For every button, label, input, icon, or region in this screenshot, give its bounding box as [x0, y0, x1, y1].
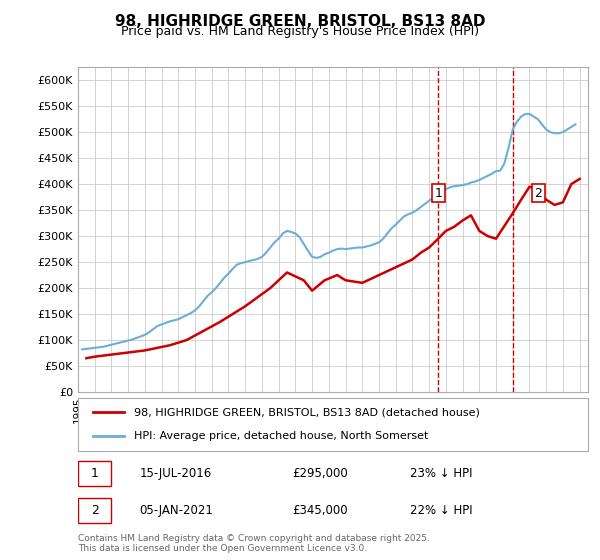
Text: 23% ↓ HPI: 23% ↓ HPI [409, 467, 472, 480]
Text: Contains HM Land Registry data © Crown copyright and database right 2025.
This d: Contains HM Land Registry data © Crown c… [78, 534, 430, 553]
Text: 05-JAN-2021: 05-JAN-2021 [139, 504, 213, 517]
Text: £345,000: £345,000 [292, 504, 348, 517]
Text: 98, HIGHRIDGE GREEN, BRISTOL, BS13 8AD (detached house): 98, HIGHRIDGE GREEN, BRISTOL, BS13 8AD (… [134, 408, 480, 418]
FancyBboxPatch shape [78, 498, 111, 523]
Text: 22% ↓ HPI: 22% ↓ HPI [409, 504, 472, 517]
Text: 98, HIGHRIDGE GREEN, BRISTOL, BS13 8AD: 98, HIGHRIDGE GREEN, BRISTOL, BS13 8AD [115, 14, 485, 29]
Text: 1: 1 [91, 467, 99, 480]
Text: Price paid vs. HM Land Registry's House Price Index (HPI): Price paid vs. HM Land Registry's House … [121, 25, 479, 38]
Text: 2: 2 [91, 504, 99, 517]
Text: HPI: Average price, detached house, North Somerset: HPI: Average price, detached house, Nort… [134, 431, 428, 441]
Text: 2: 2 [534, 187, 542, 200]
FancyBboxPatch shape [78, 461, 111, 486]
FancyBboxPatch shape [78, 398, 588, 451]
Text: 1: 1 [434, 187, 442, 200]
Text: 15-JUL-2016: 15-JUL-2016 [139, 467, 211, 480]
Text: £295,000: £295,000 [292, 467, 348, 480]
